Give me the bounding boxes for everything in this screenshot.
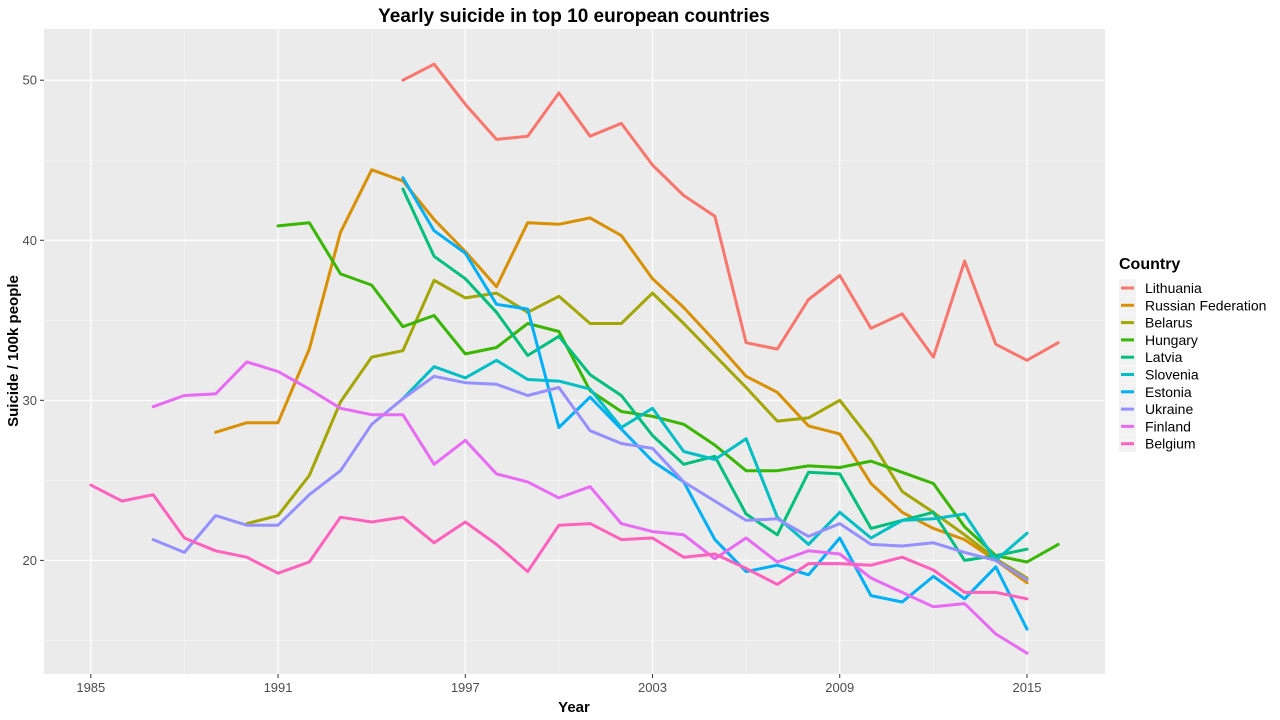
series-line-slovenia <box>401 358 1029 562</box>
series-line-belarus <box>245 278 1029 580</box>
series-line-estonia <box>401 176 1029 631</box>
y-tick-label: 20 <box>23 553 37 568</box>
x-axis-title: Year <box>558 699 590 716</box>
series-line-belgium <box>89 483 1029 601</box>
x-axis: 1985 1991 1997 2003 2009 2015 <box>76 674 1041 695</box>
x-tick-label: 1985 <box>76 680 105 695</box>
y-tick-label: 30 <box>23 393 37 408</box>
series-lines <box>89 62 1060 655</box>
legend-label-slovenia: Slovenia <box>1145 367 1199 383</box>
legend-label-russian-federation: Russian Federation <box>1145 297 1266 313</box>
legend-label-lithuania: Lithuania <box>1145 280 1202 296</box>
legend-title: Country <box>1119 256 1180 273</box>
x-tick-label: 2015 <box>1013 680 1042 695</box>
series-line-latvia <box>401 187 1029 562</box>
legend-label-belgium: Belgium <box>1145 436 1196 452</box>
legend-label-finland: Finland <box>1145 418 1191 434</box>
x-tick-label: 2009 <box>825 680 854 695</box>
chart-title: Yearly suicide in top 10 european countr… <box>378 6 770 27</box>
x-tick-label: 1991 <box>264 680 293 695</box>
series-line-finland <box>151 360 1029 655</box>
legend-label-belarus: Belarus <box>1145 315 1192 331</box>
x-tick-label: 1997 <box>451 680 480 695</box>
y-axis: 20 30 40 50 <box>23 73 44 568</box>
y-tick-label: 40 <box>23 233 37 248</box>
series-line-hungary <box>276 221 1060 564</box>
series-line-lithuania <box>401 62 1060 362</box>
legend-label-hungary: Hungary <box>1145 332 1198 348</box>
x-tick-label: 2003 <box>638 680 667 695</box>
legend-label-latvia: Latvia <box>1145 349 1183 365</box>
series-line-russian-federation <box>214 168 1029 585</box>
series-line-ukraine <box>151 374 1029 582</box>
legend-label-ukraine: Ukraine <box>1145 401 1193 417</box>
y-tick-label: 50 <box>23 73 37 88</box>
legend-label-estonia: Estonia <box>1145 384 1192 400</box>
y-axis-title: Suicide / 100k people <box>5 275 22 427</box>
